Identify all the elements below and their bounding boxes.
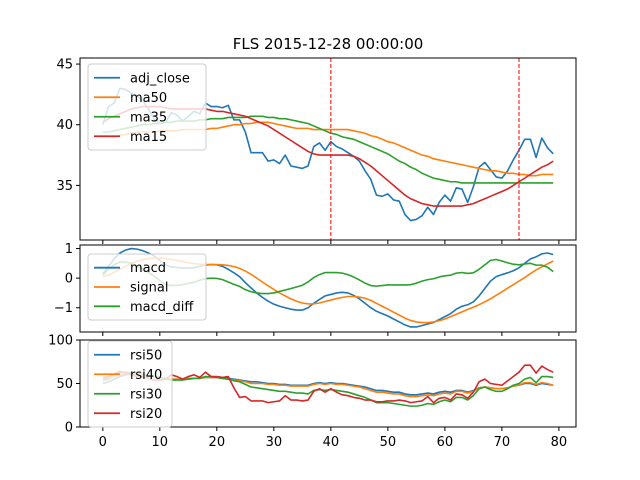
legend-box xyxy=(87,340,173,428)
x-tick-label: 30 xyxy=(266,435,283,450)
legend-label-rsi30: rsi30 xyxy=(130,387,162,402)
legend-label-signal: signal xyxy=(130,281,168,296)
legend-box xyxy=(87,253,207,321)
x-tick-label: 60 xyxy=(437,435,454,450)
x-tick-label: 80 xyxy=(551,435,568,450)
rsi-series-group xyxy=(102,364,554,407)
y-tick-label: 45 xyxy=(56,58,73,73)
y-tick-label: 1 xyxy=(65,242,73,257)
series-line-rsi20 xyxy=(102,364,554,404)
x-tick-label: 40 xyxy=(323,435,340,450)
legend-label-macd_diff: macd_diff xyxy=(130,300,194,315)
legend-label-adj_close: adj_close xyxy=(130,71,190,86)
x-tick-label: 50 xyxy=(380,435,397,450)
x-tick-label: 10 xyxy=(152,435,169,450)
y-tick-label: 100 xyxy=(48,334,73,349)
price-legend: adj_close ma50 ma35 ma15 xyxy=(87,63,207,151)
macd-legend: macd signal macd_diff xyxy=(87,253,207,321)
x-tick-label: 70 xyxy=(494,435,511,450)
y-tick-label: 50 xyxy=(56,377,73,392)
chart-title: FLS 2015-12-28 00:00:00 xyxy=(233,35,424,53)
panel-price: 35 40 45 adj_close ma50 ma35 ma15 xyxy=(56,57,577,244)
x-tick-label: 0 xyxy=(99,435,107,450)
legend-label-rsi20: rsi20 xyxy=(130,407,162,422)
rsi-legend: rsi50 rsi40 rsi30 rsi20 xyxy=(87,340,173,428)
panel-macd: −1 0 1 macd signal macd_diff xyxy=(54,242,577,336)
y-tick-label: −1 xyxy=(54,301,73,316)
price-axes-frame xyxy=(79,57,577,241)
y-tick-label: 35 xyxy=(56,179,73,194)
y-tick-label: 0 xyxy=(65,272,73,287)
y-tick-label: 0 xyxy=(65,421,73,436)
y-tick-label: 40 xyxy=(56,118,73,133)
legend-box xyxy=(87,63,207,151)
legend-label-ma50: ma50 xyxy=(130,91,167,106)
x-tick-label: 20 xyxy=(209,435,226,450)
legend-label-rsi50: rsi50 xyxy=(130,348,162,363)
legend-label-ma35: ma35 xyxy=(130,110,167,125)
panels: 35 40 45 adj_close ma50 ma35 ma15 −1 0 1 macd signa… xyxy=(48,57,577,450)
legend-label-macd: macd xyxy=(130,261,166,276)
legend-label-ma15: ma15 xyxy=(130,130,167,145)
series-line-rsi40 xyxy=(102,373,554,398)
macd-axes-frame xyxy=(79,244,577,333)
legend-label-rsi40: rsi40 xyxy=(130,368,162,383)
